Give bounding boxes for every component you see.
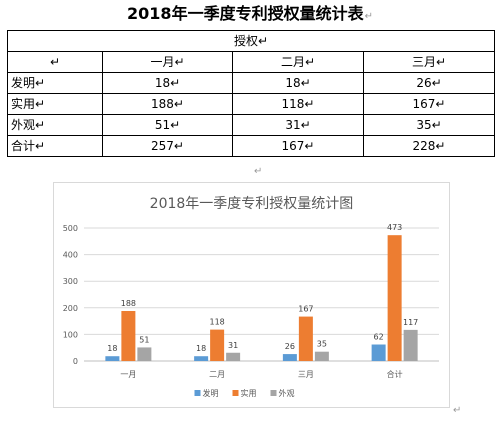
x-tick-label: 二月 [209,370,225,379]
bar-外观 [226,352,241,361]
chart-container: 2018年一季度专利授权量统计图 0 100 200 300 400 500 18 188 51 一… [53,182,450,408]
table-cell: 18↵ [232,72,364,94]
document-title-text: 2018年一季度专利授权量统计表 [127,4,364,23]
bar-发明 [194,356,209,361]
bar-外观 [137,347,152,361]
legend-swatch [232,390,239,396]
data-label: 18 [196,344,206,353]
y-tick-label: 200 [63,304,78,313]
x-tick-label: 合计 [387,369,403,379]
bar-发明 [105,356,120,361]
paragraph-mark: ↵ [254,166,263,177]
data-label: 117 [403,318,418,327]
data-label: 188 [121,299,136,308]
bar-实用 [387,235,402,361]
table-cell: 26↵ [363,72,495,94]
table-cell: 167↵ [363,93,495,115]
y-tick-label: 100 [63,330,78,339]
document-title: 2018年一季度专利授权量统计表↵ [0,2,500,26]
table-cell: 257↵ [102,135,233,157]
bar-实用 [121,310,136,361]
bar-外观 [403,329,418,361]
legend-swatch [270,390,277,396]
table-cell: 118↵ [232,93,364,115]
table-header-row: 授权↵ [7,30,495,52]
table-column-header: 二月↵ [232,51,364,73]
data-label: 167 [298,305,313,314]
table-cell: 167↵ [232,135,364,157]
x-tick-label: 一月 [120,370,136,379]
table-row-label: 合计↵ [7,135,103,157]
data-label: 35 [317,340,327,349]
bar-实用 [210,329,225,361]
legend-label: 发明 [203,388,219,398]
patent-table: 授权↵ ↵ 一月↵ 二月↵ 三月↵ 发明↵ 18↵ 18↵ 26↵ 实用↵ 188↵ 118↵ 167↵… [7,30,495,157]
table-row: 合计↵ 257↵ 167↵ 228↵ [7,135,495,157]
table-row-label: 外观↵ [7,114,103,136]
data-label: 18 [107,344,117,353]
bar-chart: 2018年一季度专利授权量统计图 0 100 200 300 400 500 18 188 51 一… [63,196,439,398]
table-group-header: 授权↵ [7,30,495,52]
y-tick-label: 400 [63,251,78,260]
bar-外观 [314,351,329,361]
table-row: 实用↵ 188↵ 118↵ 167↵ [7,93,495,115]
data-label: 62 [374,333,384,342]
table-column-header: 三月↵ [363,51,495,73]
data-label: 118 [209,318,224,327]
table-cell: 35↵ [363,114,495,136]
table-corner-cell: ↵ [7,51,103,73]
data-label: 473 [387,223,402,232]
bar-发明 [371,344,386,361]
data-label: 31 [228,341,238,350]
table-row-label: 实用↵ [7,93,103,115]
table-row: 发明↵ 18↵ 18↵ 26↵ [7,72,495,94]
table-column-header: 一月↵ [102,51,233,73]
y-tick-label: 0 [73,357,78,366]
table-row: 外观↵ 51↵ 31↵ 35↵ [7,114,495,136]
table-cell: 228↵ [363,135,495,157]
table-cell: 31↵ [232,114,364,136]
bar-发明 [282,354,297,361]
table-cell: 188↵ [102,93,233,115]
data-label: 26 [285,342,295,351]
legend-swatch [194,390,201,396]
y-tick-label: 500 [63,224,78,233]
legend-label: 实用 [241,388,257,398]
chart-title: 2018年一季度专利授权量统计图 [150,196,354,212]
data-label: 51 [139,335,149,344]
table-cell: 51↵ [102,114,233,136]
paragraph-mark: ↵ [364,11,373,22]
y-tick-label: 300 [63,277,78,286]
table-cell: 18↵ [102,72,233,94]
legend-label: 外观 [279,388,295,398]
x-tick-label: 三月 [298,370,314,379]
paragraph-mark: ↵ [453,405,462,416]
table-row-label: 发明↵ [7,72,103,94]
table-header-row: ↵ 一月↵ 二月↵ 三月↵ [7,51,495,73]
bar-实用 [298,316,313,361]
